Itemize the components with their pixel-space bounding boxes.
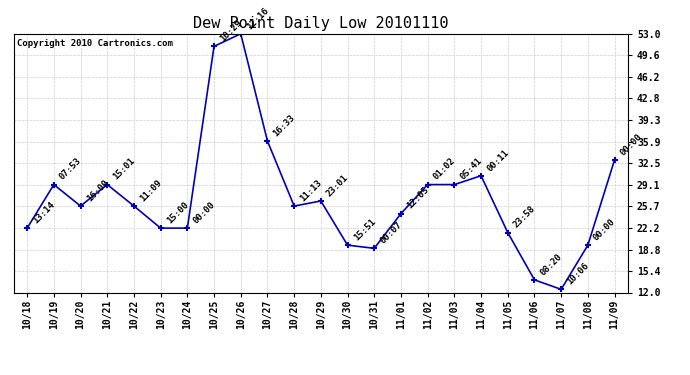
Text: 15:00: 15:00 bbox=[165, 200, 190, 225]
Text: 00:00: 00:00 bbox=[192, 200, 217, 225]
Text: 12:16: 12:16 bbox=[245, 6, 270, 31]
Text: 23:58: 23:58 bbox=[512, 204, 538, 230]
Text: 11:13: 11:13 bbox=[298, 178, 324, 203]
Text: 11:09: 11:09 bbox=[138, 178, 164, 203]
Text: 13:14: 13:14 bbox=[31, 200, 57, 225]
Text: Copyright 2010 Cartronics.com: Copyright 2010 Cartronics.com bbox=[17, 39, 172, 48]
Text: 05:41: 05:41 bbox=[459, 156, 484, 182]
Text: 08:20: 08:20 bbox=[539, 252, 564, 277]
Text: 15:01: 15:01 bbox=[111, 156, 137, 182]
Text: 01:02: 01:02 bbox=[432, 156, 457, 182]
Text: 10:06: 10:06 bbox=[565, 261, 591, 286]
Title: Dew Point Daily Low 20101110: Dew Point Daily Low 20101110 bbox=[193, 16, 448, 31]
Text: 00:11: 00:11 bbox=[485, 148, 511, 173]
Text: 00:00: 00:00 bbox=[619, 132, 644, 157]
Text: 16:33: 16:33 bbox=[272, 113, 297, 138]
Text: 00:00: 00:00 bbox=[592, 217, 618, 242]
Text: 07:53: 07:53 bbox=[58, 156, 83, 182]
Text: 15:51: 15:51 bbox=[352, 217, 377, 242]
Text: 10:29: 10:29 bbox=[218, 18, 244, 44]
Text: 23:01: 23:01 bbox=[325, 173, 351, 198]
Text: 16:00: 16:00 bbox=[85, 178, 110, 203]
Text: 12:05: 12:05 bbox=[405, 186, 431, 211]
Text: 00:07: 00:07 bbox=[378, 220, 404, 246]
